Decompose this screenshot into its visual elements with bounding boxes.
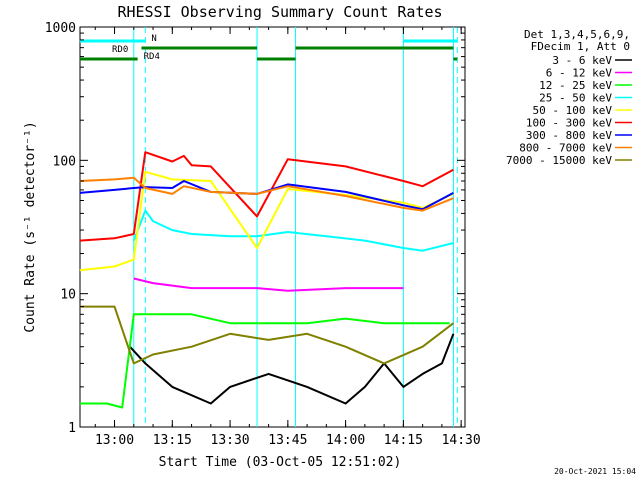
legend-label: 7000 - 15000 keV: [506, 154, 612, 167]
legend-label: 50 - 100 keV: [533, 104, 613, 117]
plot-frame: [79, 26, 466, 428]
legend-label: 800 - 7000 keV: [519, 142, 612, 155]
flag-label: RD4: [144, 52, 160, 62]
y-axis: 1 10 100 1000: [45, 21, 465, 436]
x-tick-label: 13:30: [211, 433, 250, 448]
x-tick-label: 14:15: [384, 433, 423, 448]
flag-label: N: [151, 34, 156, 44]
gap-markers: [133, 27, 458, 427]
series-lines: [79, 151, 455, 409]
y-tick-label: 1: [68, 421, 76, 436]
legend-header-line-2: FDecim 1, Att 0: [531, 40, 630, 53]
legend-label: 12 - 25 keV: [539, 79, 612, 92]
legend-label: 6 - 12 keV: [546, 67, 613, 80]
flag-label: RD0: [112, 45, 128, 55]
legend-label: 300 - 800 keV: [526, 129, 612, 142]
legend: Det 1,3,4,5,6,9, FDecim 1, Att 0 3 - 6 k…: [506, 28, 632, 167]
plot-area: [79, 26, 466, 428]
x-tick-label: 14:00: [326, 433, 365, 448]
series-line: [79, 313, 450, 409]
legend-label: 25 - 50 keV: [539, 92, 612, 105]
y-tick-label: 100: [53, 154, 76, 169]
legend-label: 3 - 6 keV: [552, 54, 612, 67]
timestamp: 20-Oct-2021 15:04: [554, 467, 636, 476]
series-line: [129, 333, 455, 405]
x-tick-label: 13:15: [153, 433, 192, 448]
series-line: [79, 180, 454, 211]
flag-bars: N RD0 RD4: [79, 34, 458, 62]
x-tick-label: 13:45: [268, 433, 307, 448]
series-line: [79, 176, 454, 212]
x-tick-label: 14:30: [442, 433, 481, 448]
series-line: [132, 209, 454, 252]
y-axis-label: Count Rate (s⁻¹ detector⁻¹): [23, 121, 38, 332]
chart-title: RHESSI Observing Summary Count Rates: [117, 3, 442, 21]
legend-label: 100 - 300 keV: [526, 117, 612, 130]
y-tick-label: 1000: [45, 21, 76, 36]
series-line: [79, 151, 454, 242]
series-line: [133, 277, 404, 292]
y-tick-label: 10: [60, 288, 76, 303]
x-axis: 13:00 13:15 13:30 13:45 14:00 14:15 14:30: [94, 27, 481, 448]
legend-header-line-1: Det 1,3,4,5,6,9,: [524, 28, 630, 41]
x-axis-label: Start Time (03-Oct-05 12:51:02): [159, 455, 402, 470]
series-line: [79, 170, 454, 272]
x-tick-label: 13:00: [95, 433, 134, 448]
series-line: [79, 305, 455, 365]
